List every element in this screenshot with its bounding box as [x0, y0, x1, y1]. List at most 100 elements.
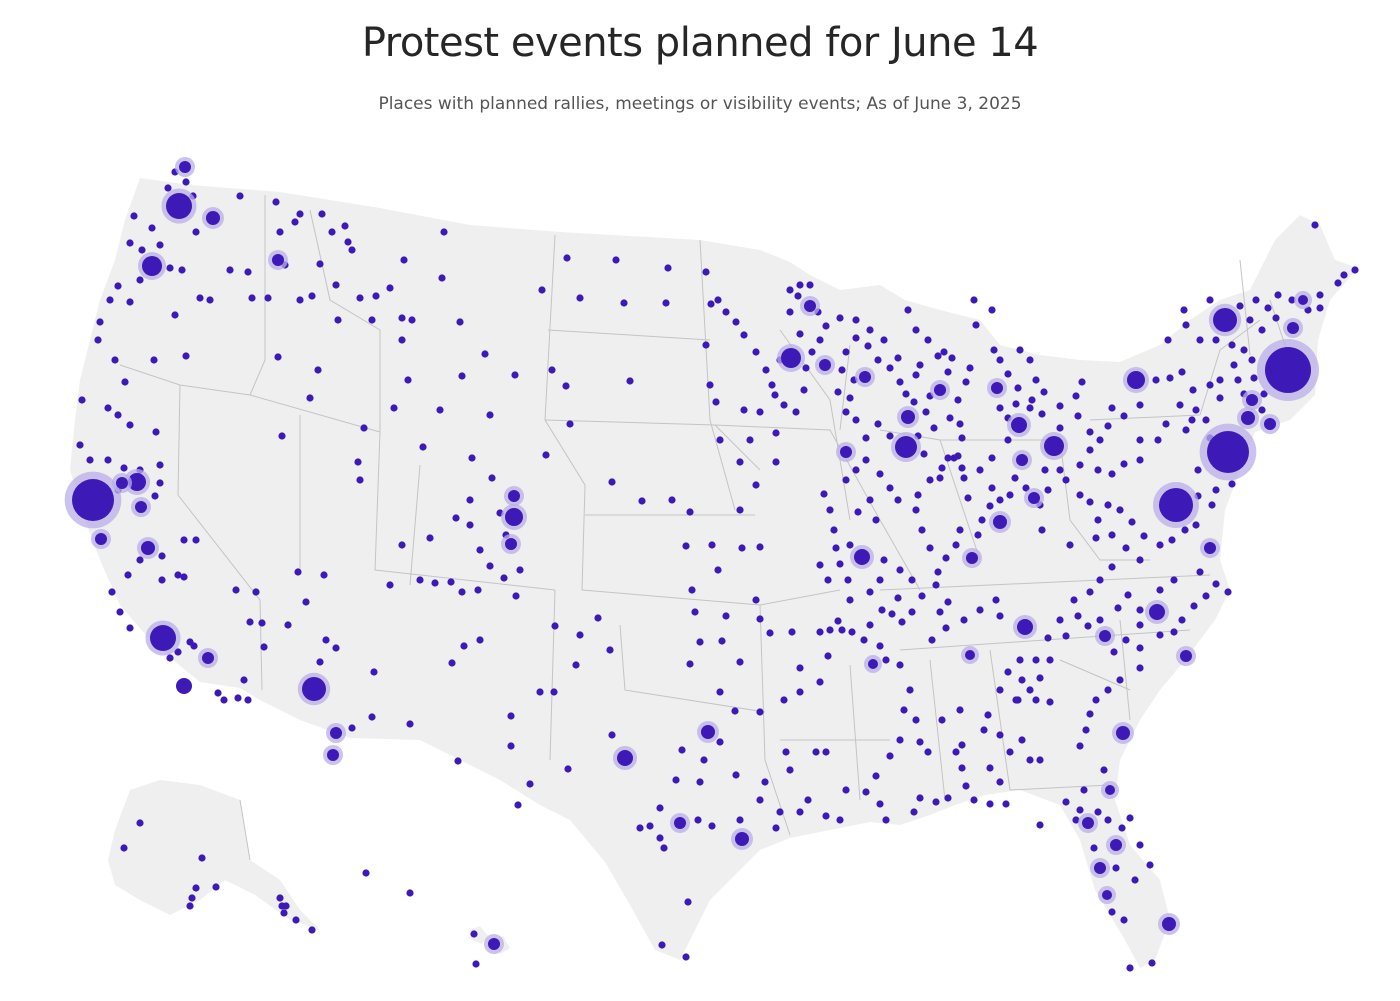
event-marker[interactable] [716, 688, 724, 696]
event-marker[interactable] [408, 316, 416, 324]
event-marker[interactable] [136, 556, 144, 564]
event-marker[interactable] [1126, 814, 1134, 822]
event-marker-dot[interactable] [448, 659, 456, 667]
event-marker[interactable] [916, 361, 924, 369]
event-marker-dot[interactable] [190, 642, 198, 650]
event-marker-dot[interactable] [272, 198, 280, 206]
event-marker-dot[interactable] [406, 889, 414, 897]
event-marker-dot[interactable] [736, 506, 744, 514]
event-marker-dot[interactable] [852, 416, 860, 424]
event-marker[interactable] [880, 336, 888, 344]
event-marker[interactable] [501, 534, 521, 554]
event-marker-dot[interactable] [150, 356, 158, 364]
event-marker-dot[interactable] [838, 366, 846, 374]
event-marker-dot[interactable] [152, 428, 160, 436]
event-marker-dot[interactable] [192, 884, 200, 892]
event-marker[interactable] [64, 471, 122, 529]
event-marker-dot[interactable] [859, 371, 871, 383]
event-marker-dot[interactable] [1216, 376, 1224, 384]
event-marker-dot[interactable] [944, 598, 952, 606]
event-marker[interactable] [572, 661, 580, 669]
event-marker-dot[interactable] [912, 326, 920, 334]
event-marker-dot[interactable] [816, 336, 824, 344]
event-marker-dot[interactable] [882, 816, 890, 824]
event-marker[interactable] [86, 456, 94, 464]
event-marker-dot[interactable] [866, 496, 874, 504]
event-marker-dot[interactable] [682, 542, 690, 550]
event-marker-dot[interactable] [772, 824, 780, 832]
event-marker[interactable] [707, 300, 715, 308]
event-marker[interactable] [986, 800, 994, 808]
event-marker-dot[interactable] [826, 626, 834, 634]
event-marker-dot[interactable] [1044, 436, 1064, 456]
event-marker-dot[interactable] [1100, 766, 1108, 774]
event-marker[interactable] [842, 408, 850, 416]
event-marker-dot[interactable] [986, 764, 994, 772]
event-marker-dot[interactable] [356, 476, 364, 484]
event-marker[interactable] [1014, 384, 1022, 392]
event-marker-dot[interactable] [236, 192, 244, 200]
event-marker[interactable] [948, 354, 956, 362]
event-marker-dot[interactable] [212, 883, 220, 891]
event-marker-dot[interactable] [816, 628, 824, 636]
event-marker-dot[interactable] [1056, 466, 1064, 474]
event-marker-dot[interactable] [840, 446, 852, 458]
event-marker[interactable] [1100, 766, 1108, 774]
event-marker-dot[interactable] [130, 212, 138, 220]
event-marker[interactable] [782, 748, 790, 756]
event-marker[interactable] [1095, 626, 1115, 646]
event-marker-dot[interactable] [910, 808, 918, 816]
event-marker-dot[interactable] [786, 308, 794, 316]
event-marker[interactable] [696, 778, 704, 786]
event-marker-dot[interactable] [1126, 964, 1134, 972]
event-marker-dot[interactable] [198, 854, 206, 862]
event-marker-dot[interactable] [1118, 824, 1126, 832]
event-marker-dot[interactable] [114, 282, 122, 290]
event-marker[interactable] [688, 586, 696, 594]
event-marker[interactable] [1028, 396, 1036, 404]
event-marker-dot[interactable] [944, 454, 952, 462]
event-marker-dot[interactable] [1298, 295, 1308, 305]
event-marker[interactable] [1006, 491, 1014, 499]
event-marker-dot[interactable] [880, 556, 888, 564]
event-marker-dot[interactable] [708, 541, 716, 549]
event-marker[interactable] [328, 228, 336, 236]
event-marker-dot[interactable] [466, 496, 474, 504]
event-marker-dot[interactable] [542, 451, 550, 459]
event-marker-dot[interactable] [1156, 586, 1164, 594]
event-marker[interactable] [1038, 410, 1046, 418]
event-marker-dot[interactable] [708, 822, 716, 830]
event-marker-dot[interactable] [996, 356, 1004, 364]
event-marker-dot[interactable] [1092, 696, 1100, 704]
event-marker[interactable] [1192, 406, 1200, 414]
event-marker[interactable] [1170, 576, 1178, 584]
event-marker[interactable] [756, 543, 764, 551]
event-marker-dot[interactable] [736, 816, 744, 824]
event-marker[interactable] [1036, 756, 1044, 764]
event-marker[interactable] [104, 404, 112, 412]
event-marker-dot[interactable] [1202, 416, 1210, 424]
event-marker-dot[interactable] [1099, 630, 1111, 642]
event-marker[interactable] [756, 615, 764, 623]
event-marker[interactable] [1252, 296, 1260, 304]
event-marker-dot[interactable] [95, 533, 107, 545]
event-marker-dot[interactable] [406, 720, 414, 728]
event-marker-dot[interactable] [294, 568, 302, 576]
event-marker[interactable] [902, 390, 910, 398]
event-marker-dot[interactable] [1096, 616, 1104, 624]
event-marker[interactable] [646, 822, 654, 830]
event-marker-dot[interactable] [756, 543, 764, 551]
event-marker-dot[interactable] [1168, 536, 1176, 544]
event-marker[interactable] [756, 796, 764, 804]
event-marker-dot[interactable] [114, 411, 122, 419]
event-marker-dot[interactable] [732, 771, 740, 779]
event-marker-dot[interactable] [958, 741, 966, 749]
event-marker[interactable] [1180, 306, 1188, 314]
event-marker[interactable] [1108, 404, 1116, 412]
event-marker[interactable] [322, 636, 330, 644]
event-marker[interactable] [354, 458, 362, 466]
event-marker[interactable] [738, 544, 746, 552]
event-marker-dot[interactable] [952, 541, 960, 549]
event-marker-dot[interactable] [962, 782, 970, 790]
event-marker-dot[interactable] [996, 612, 1004, 620]
